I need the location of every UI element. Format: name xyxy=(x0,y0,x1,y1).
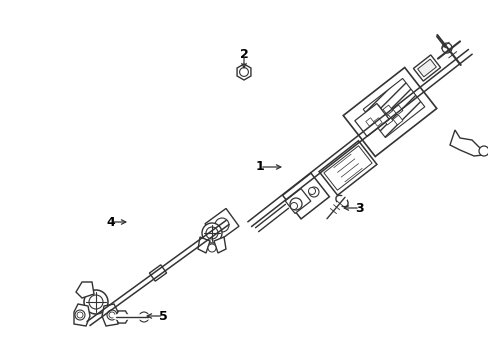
Circle shape xyxy=(75,310,85,320)
Bar xyxy=(392,105,402,115)
Text: 4: 4 xyxy=(106,216,115,229)
Bar xyxy=(417,59,435,77)
Polygon shape xyxy=(115,311,129,323)
Polygon shape xyxy=(74,304,90,326)
Polygon shape xyxy=(214,237,225,253)
Circle shape xyxy=(289,198,302,210)
Circle shape xyxy=(84,290,108,314)
Circle shape xyxy=(205,227,218,239)
Bar xyxy=(204,208,239,242)
Circle shape xyxy=(441,43,451,53)
Bar xyxy=(365,118,373,126)
Bar xyxy=(323,146,371,190)
Polygon shape xyxy=(76,282,94,298)
Circle shape xyxy=(308,187,318,197)
Polygon shape xyxy=(198,237,209,253)
Circle shape xyxy=(308,188,315,194)
Bar xyxy=(372,105,382,115)
Bar xyxy=(392,115,402,125)
Bar xyxy=(412,55,440,81)
Polygon shape xyxy=(449,130,484,156)
Circle shape xyxy=(139,312,149,322)
Circle shape xyxy=(239,68,248,76)
Circle shape xyxy=(109,312,115,318)
Bar xyxy=(382,105,392,115)
Bar xyxy=(354,104,388,136)
Circle shape xyxy=(290,202,297,210)
Circle shape xyxy=(89,295,103,309)
Ellipse shape xyxy=(335,195,347,207)
Circle shape xyxy=(107,310,117,320)
Circle shape xyxy=(77,312,83,318)
Bar xyxy=(285,189,310,213)
Bar xyxy=(373,118,382,126)
Text: 2: 2 xyxy=(239,49,248,62)
Circle shape xyxy=(207,244,216,252)
Bar xyxy=(343,68,436,157)
Text: 3: 3 xyxy=(355,202,364,215)
Bar xyxy=(149,265,166,281)
Polygon shape xyxy=(102,304,118,326)
Circle shape xyxy=(215,218,228,232)
Bar xyxy=(382,115,392,125)
Text: 5: 5 xyxy=(158,310,167,323)
Circle shape xyxy=(478,146,488,156)
Bar xyxy=(318,141,376,195)
Polygon shape xyxy=(237,64,250,80)
Circle shape xyxy=(202,223,222,243)
Bar xyxy=(282,173,329,219)
Text: 1: 1 xyxy=(255,161,264,174)
Bar xyxy=(372,115,382,125)
Bar xyxy=(363,78,424,138)
